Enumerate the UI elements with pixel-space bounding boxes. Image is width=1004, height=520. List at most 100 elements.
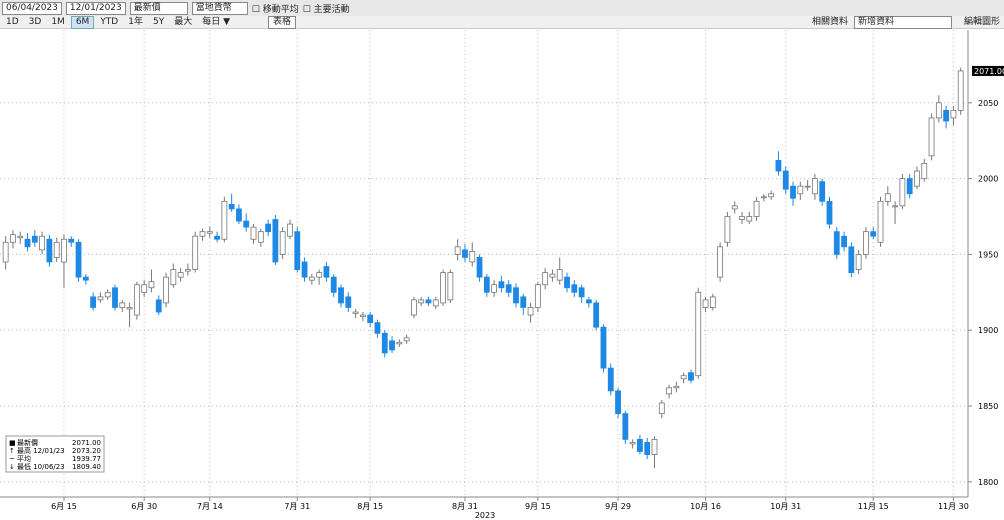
candle-body (199, 231, 206, 237)
period-button[interactable]: 1M (51, 16, 65, 27)
y-tick-label: 2050 (978, 99, 998, 108)
candle-body (739, 216, 745, 220)
candle-body (104, 291, 111, 298)
candle-body (287, 223, 293, 237)
legend-label: 平均 (17, 454, 31, 463)
candle-body (17, 235, 24, 239)
candle-body (666, 387, 672, 395)
moving-average[interactable]: ☐ 移動平均 (251, 4, 299, 15)
candle-body (804, 185, 811, 188)
period-button[interactable]: 1年 (128, 16, 143, 27)
legend-value: 2073.20 (72, 447, 101, 455)
candle-body (24, 238, 31, 248)
candle-body (294, 231, 301, 270)
candle-body (921, 163, 928, 179)
candle-body (163, 276, 169, 304)
candle-body (214, 235, 220, 240)
candle-body (68, 238, 75, 243)
candle-body (141, 284, 148, 293)
candle-body (90, 296, 97, 308)
candle-body (658, 402, 665, 415)
candle-body (396, 341, 403, 345)
candle-body (731, 205, 738, 210)
candle-body (863, 231, 869, 255)
last-price-box (972, 65, 1004, 76)
candle-body (695, 291, 702, 377)
candle-body (629, 442, 636, 445)
end-date[interactable]: 12/01/2023 (65, 1, 126, 15)
y-tick-label: 1900 (978, 326, 998, 335)
candle-body (870, 231, 877, 237)
candle-body (97, 296, 104, 301)
candle-body (46, 238, 53, 263)
candle-body (928, 117, 935, 157)
candle-body (753, 200, 760, 217)
candle-body (826, 200, 833, 225)
candle-body (950, 109, 957, 119)
candle-body (549, 273, 556, 278)
candle-body (206, 231, 213, 234)
x-tick-label: 6月 15 (51, 502, 77, 511)
candle-body (644, 442, 651, 455)
candle-body (148, 281, 155, 289)
candle-body (177, 272, 184, 278)
legend-icon: ~ (9, 455, 15, 463)
y-tick-label: 2000 (978, 175, 998, 184)
period-bar: 1D 3D 1M 6M YTD 1年 5Y 最大 每日 ▼ 表格 相關資料 新增資料 編輯圖形 (0, 15, 1004, 29)
candle-body (279, 231, 286, 255)
candle-body (345, 296, 352, 308)
period-button[interactable]: 3D (28, 16, 42, 27)
candle-body (688, 372, 694, 381)
candle-body (192, 235, 199, 270)
legend-label: 最高 12/01/23 (17, 446, 65, 455)
start-date[interactable]: 06/04/2023 (2, 1, 62, 15)
candle-body (797, 185, 804, 195)
candle-body (790, 185, 796, 199)
x-tick-label: 7月 14 (197, 502, 223, 511)
last-price-label: 2071.00 (974, 67, 1004, 76)
candle-body (877, 200, 884, 243)
candle-body (935, 102, 942, 119)
table-button[interactable]: 表格 (268, 15, 297, 29)
x-tick-label: 9月 15 (525, 502, 551, 511)
candle-body (746, 216, 753, 222)
events[interactable]: ☐ 主要活動 (302, 4, 350, 15)
candle-body (454, 246, 461, 255)
candle-body (498, 281, 505, 289)
candle-body (447, 272, 454, 301)
currency[interactable]: 當地貨幣 (191, 1, 248, 15)
candle-body (411, 299, 417, 316)
candle-body (957, 70, 964, 111)
period-button[interactable]: 1D (6, 16, 19, 27)
y-tick-label: 1950 (978, 250, 998, 259)
candle-body (513, 287, 519, 304)
related-button[interactable]: 相關資料 (811, 16, 848, 27)
x-tick-label: 10月 16 (690, 502, 721, 511)
legend-icon: ↑ (9, 447, 15, 455)
candle-body (571, 284, 578, 293)
candle-body (425, 299, 432, 304)
candle-body (520, 296, 527, 308)
candle-body (556, 269, 563, 281)
candle-body (600, 326, 607, 369)
edit-chart[interactable]: 編輯圖形 (963, 16, 1000, 27)
period-button[interactable]: 最大 (174, 16, 193, 27)
x-tick-label: 11月 30 (938, 502, 969, 511)
y-tick-label: 1800 (978, 478, 998, 487)
candle-body (892, 205, 898, 208)
field[interactable]: 最新價 (129, 1, 188, 15)
candle-body (476, 257, 483, 278)
add-data[interactable]: 新增資料 (853, 15, 952, 29)
candle-body (338, 287, 344, 304)
period-button[interactable]: 5Y (152, 16, 165, 27)
candle-body (250, 226, 257, 240)
period-button[interactable]: 6M (70, 15, 95, 29)
candle-body (680, 375, 687, 380)
moving-average-label: 移動平均 (262, 4, 299, 15)
candle-body (75, 241, 82, 278)
period-button[interactable]: YTD (100, 16, 119, 27)
candle-body (31, 235, 38, 243)
period-button[interactable]: 每日 ▼ (202, 16, 231, 27)
y-tick-label: 1850 (978, 402, 998, 411)
